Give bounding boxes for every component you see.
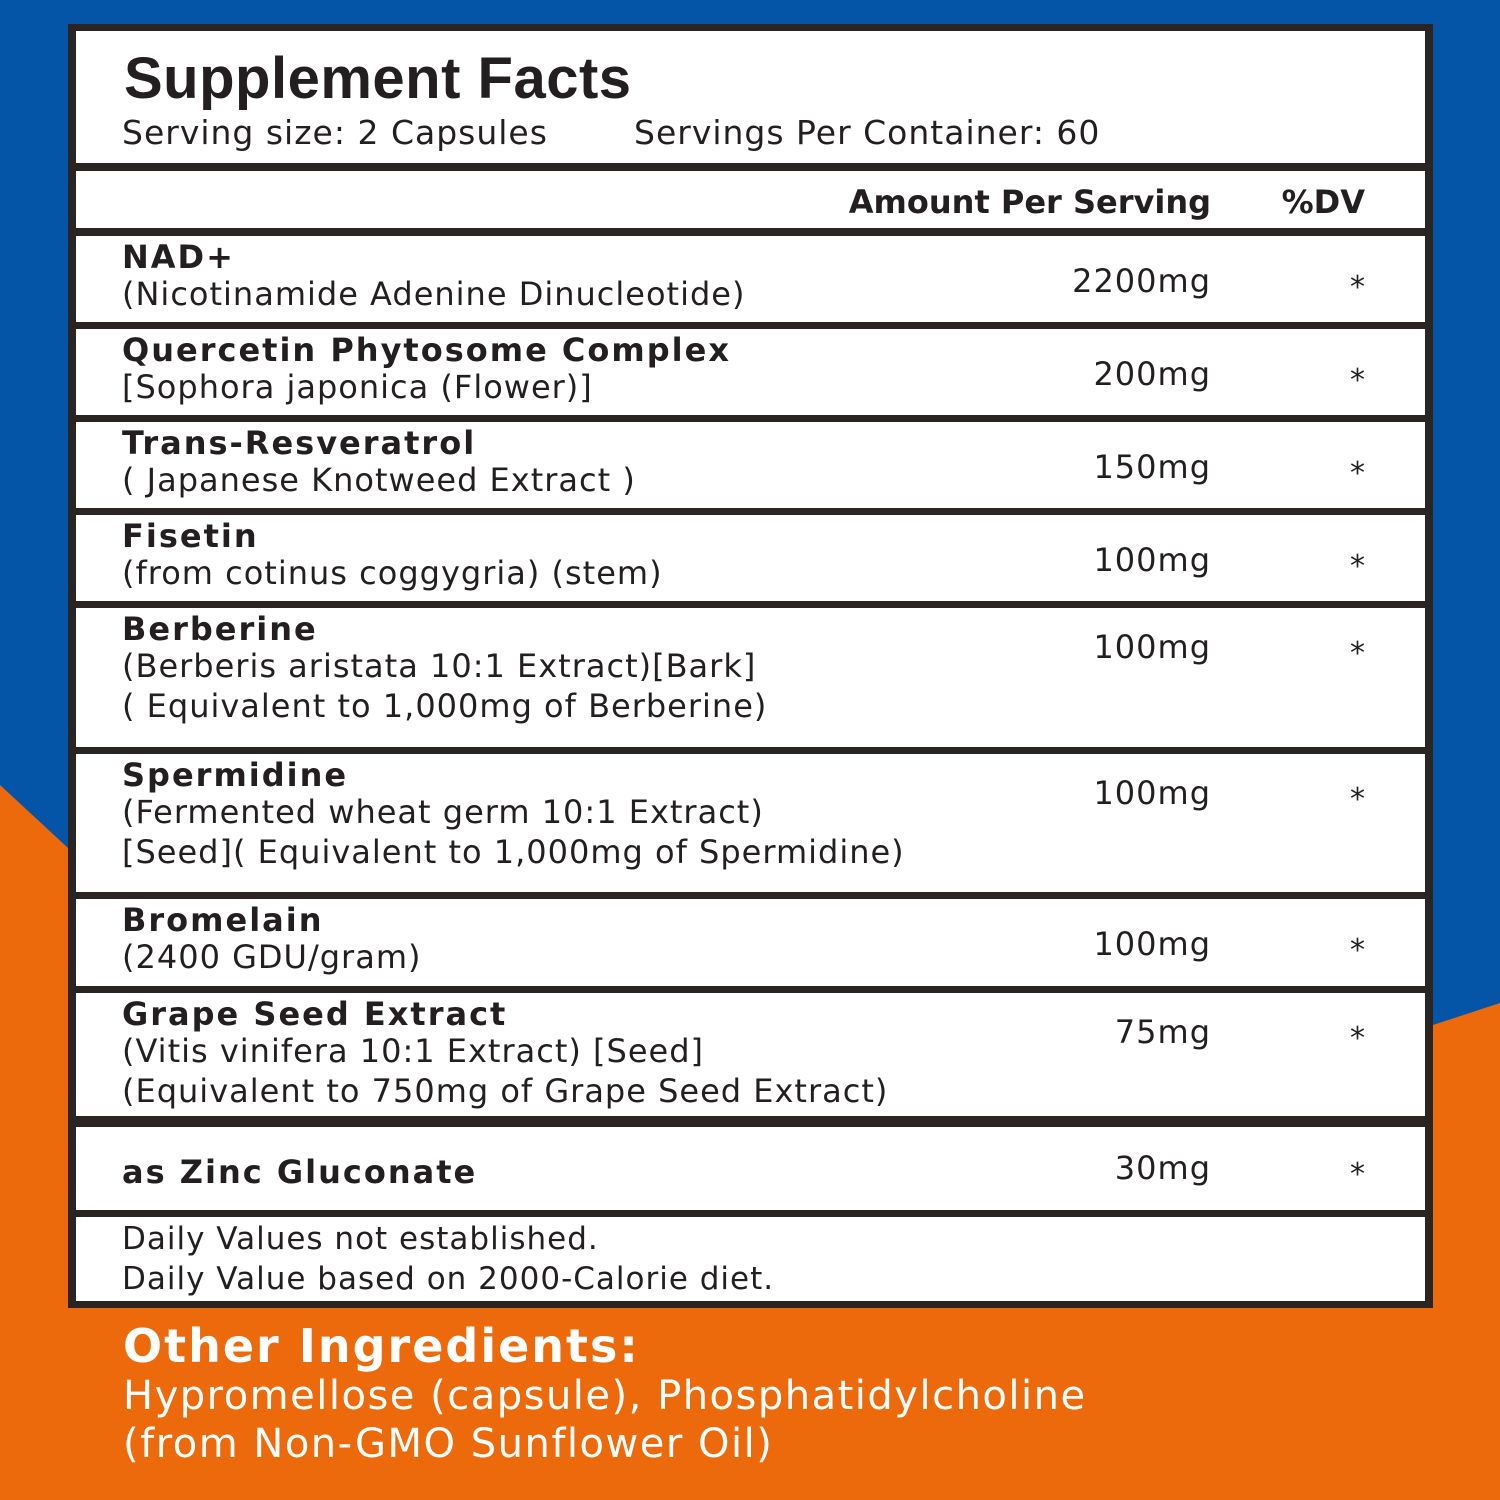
serving-size: Serving size: 2 Capsules bbox=[122, 113, 548, 152]
amount-header: Amount Per Serving bbox=[848, 183, 1211, 221]
footer-line: Daily Values not established. bbox=[122, 1221, 599, 1257]
ingredient-dv: * bbox=[1350, 782, 1365, 817]
ingredient-name: Spermidine bbox=[122, 756, 349, 794]
ingredient-dv: * bbox=[1350, 636, 1365, 671]
footer-line: Daily Value based on 2000-Calorie diet. bbox=[122, 1261, 775, 1297]
ingredient-amount: 100mg bbox=[1093, 925, 1211, 963]
ingredient-dv: * bbox=[1350, 456, 1365, 491]
column-header: Amount Per Serving %DV bbox=[76, 171, 1425, 228]
other-ingredients-line: (from Non-GMO Sunflower Oil) bbox=[123, 1421, 774, 1467]
ingredient-row: Bromelain (2400 GDU/gram) 100mg * bbox=[76, 899, 1425, 986]
ingredient-row: Quercetin Phytosome Complex [Sophora japo… bbox=[76, 329, 1425, 415]
ingredient-amount: 100mg bbox=[1093, 628, 1211, 666]
ingredient-name: as Zinc Gluconate bbox=[122, 1153, 478, 1191]
ingredient-amount: 100mg bbox=[1093, 774, 1211, 812]
supplement-facts-panel: Supplement Facts Serving size: 2 Capsule… bbox=[68, 24, 1433, 1308]
ingredient-detail: ( Equivalent to 1,000mg of Berberine) bbox=[122, 687, 768, 725]
ingredient-dv: * bbox=[1350, 1157, 1365, 1192]
ingredient-dv: * bbox=[1350, 270, 1365, 305]
ingredient-amount: 30mg bbox=[1114, 1149, 1211, 1187]
ingredient-name: Grape Seed Extract bbox=[122, 995, 508, 1033]
other-ingredients-line: Hypromellose (capsule), Phosphatidylchol… bbox=[123, 1373, 1087, 1419]
ingredient-dv: * bbox=[1350, 549, 1365, 584]
ingredient-name: Bromelain bbox=[122, 901, 324, 939]
ingredient-dv: * bbox=[1350, 1021, 1365, 1056]
page-title: Supplement Facts bbox=[124, 46, 632, 111]
header-section: Supplement Facts Serving size: 2 Capsule… bbox=[76, 31, 1425, 163]
ingredient-dv: * bbox=[1350, 933, 1365, 968]
ingredient-name: Berberine bbox=[122, 610, 318, 648]
ingredient-row: Berberine (Berberis aristata 10:1 Extract… bbox=[76, 608, 1425, 747]
ingredient-detail: [Sophora japonica (Flower)] bbox=[122, 368, 593, 406]
servings-per-container: Servings Per Container: 60 bbox=[634, 113, 1101, 152]
ingredient-detail: (from cotinus coggygria) (stem) bbox=[122, 554, 663, 592]
ingredient-detail: [Seed]( Equivalent to 1,000mg of Spermid… bbox=[122, 833, 905, 871]
ingredient-detail: (2400 GDU/gram) bbox=[122, 938, 422, 976]
footer-notes: Daily Values not established. Daily Valu… bbox=[76, 1217, 1425, 1301]
ingredient-row: Trans-Resveratrol( Japanese Knotweed Ext… bbox=[76, 422, 1425, 508]
other-ingredients-heading: Other Ingredients: bbox=[123, 1319, 640, 1373]
ingredient-row: as Zinc Gluconate 30mg * bbox=[76, 1127, 1425, 1210]
ingredient-detail: (Equivalent to 750mg of Grape Seed Extra… bbox=[122, 1072, 889, 1110]
ingredient-row: Grape Seed Extract (Vitis vinifera 10:1 E… bbox=[76, 993, 1425, 1116]
ingredient-amount: 75mg bbox=[1114, 1013, 1211, 1051]
ingredient-row: Spermidine (Fermented wheat germ 10:1 Ext… bbox=[76, 754, 1425, 892]
ingredient-name: NAD+ bbox=[122, 238, 235, 276]
ingredient-detail: (Berberis aristata 10:1 Extract)[Bark] bbox=[122, 647, 757, 685]
ingredient-name: Quercetin Phytosome Complex bbox=[122, 331, 731, 369]
ingredient-dv: * bbox=[1350, 363, 1365, 398]
dv-header: %DV bbox=[1281, 183, 1365, 221]
ingredient-name: Fisetin bbox=[122, 517, 259, 555]
ingredient-amount: 100mg bbox=[1093, 541, 1211, 579]
ingredient-detail: (Nicotinamide Adenine Dinucleotide) bbox=[122, 275, 746, 313]
ingredient-name: Trans-Resveratrol bbox=[122, 424, 477, 462]
ingredient-detail: (Vitis vinifera 10:1 Extract) [Seed] bbox=[122, 1032, 704, 1070]
ingredient-detail: ( Japanese Knotweed Extract ) bbox=[122, 461, 636, 499]
ingredient-amount: 150mg bbox=[1093, 448, 1211, 486]
ingredient-amount: 200mg bbox=[1093, 355, 1211, 393]
ingredient-row: Fisetin (from cotinus coggygria) (stem) 10… bbox=[76, 515, 1425, 601]
ingredient-amount: 2200mg bbox=[1072, 262, 1211, 300]
ingredient-detail: (Fermented wheat germ 10:1 Extract) bbox=[122, 793, 764, 831]
other-ingredients: Other Ingredients: Hypromellose (capsule… bbox=[123, 1320, 1087, 1468]
ingredient-row: NAD+ (Nicotinamide Adenine Dinucleotide) 2… bbox=[76, 236, 1425, 322]
